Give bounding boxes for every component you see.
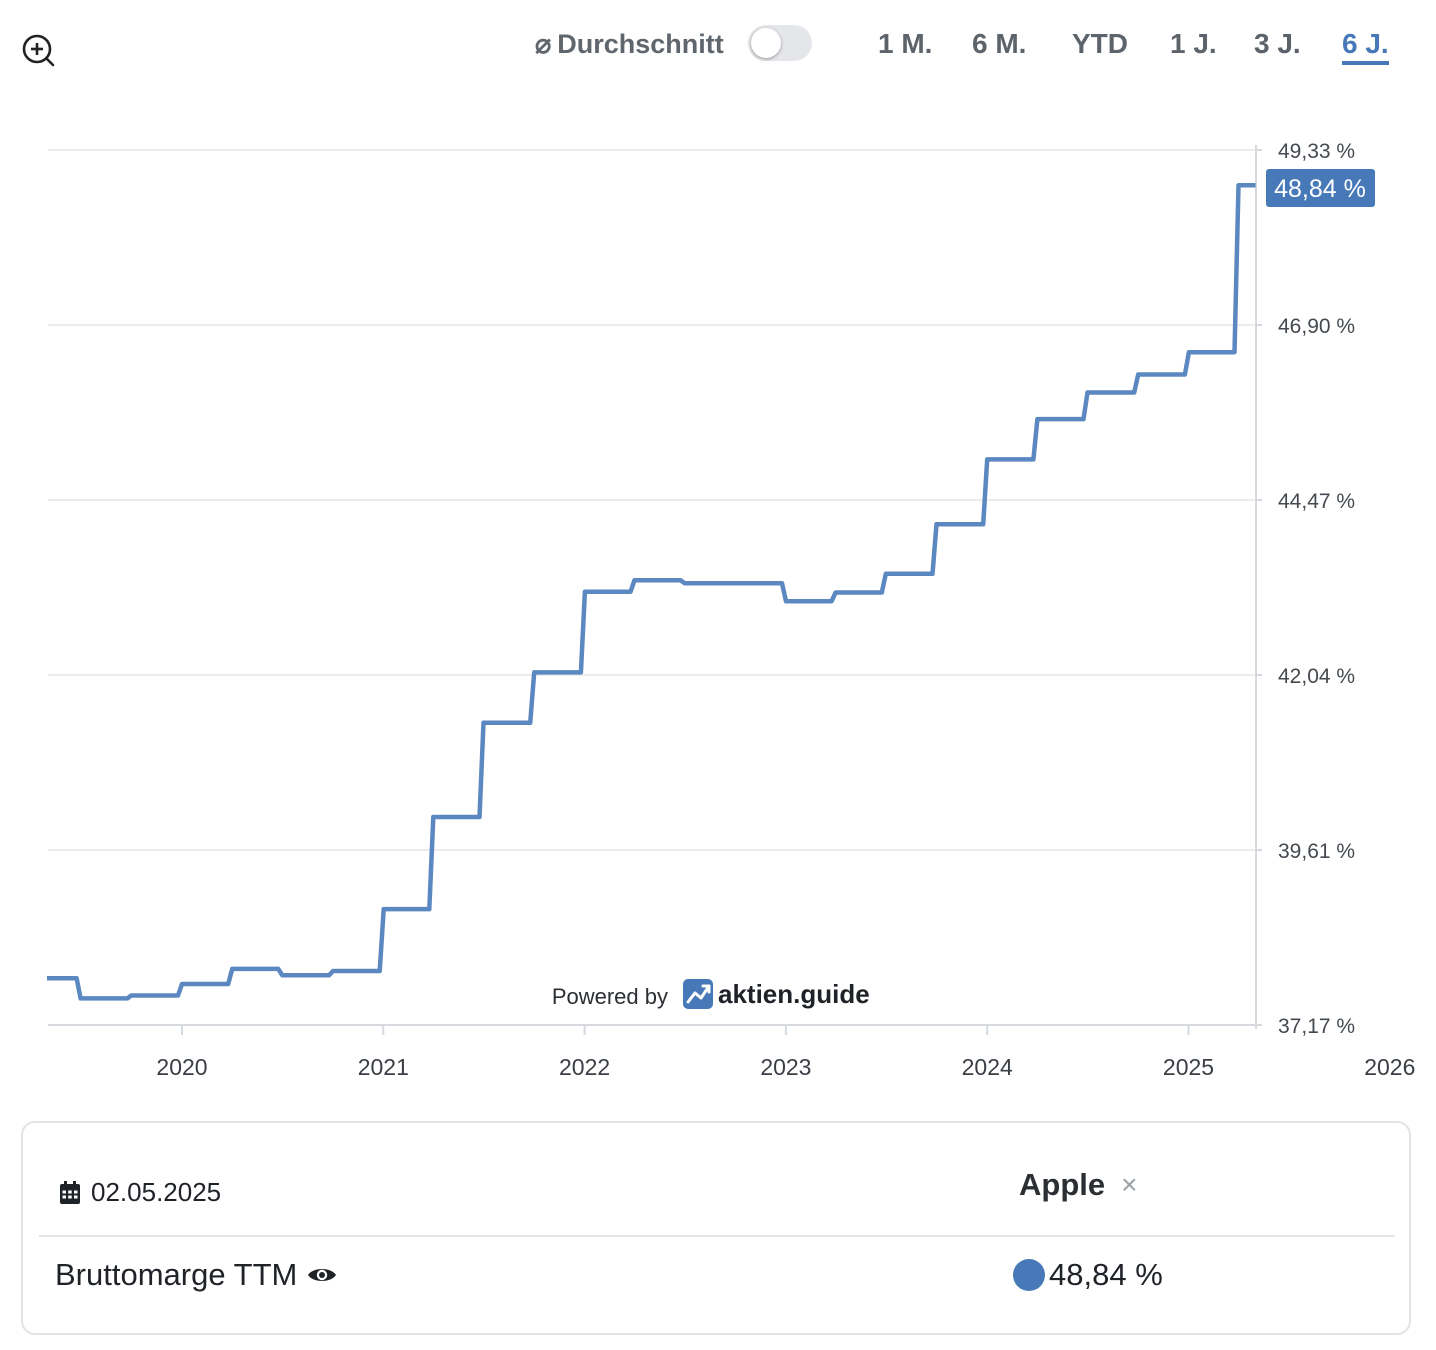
- series-layer: [47, 183, 1256, 1001]
- grid-lines: [48, 149, 1256, 851]
- x-tick-label: 2025: [1163, 1054, 1214, 1080]
- series-color-dot: [1013, 1259, 1045, 1291]
- tooltip-legend-card: 02.05.2025 Apple × Bruttomarge TTM 48,84…: [21, 1121, 1411, 1335]
- date-group: 02.05.2025: [59, 1177, 221, 1208]
- range-tab-6m[interactable]: 6 M.: [972, 28, 1027, 59]
- x-tick-label: 2024: [962, 1054, 1013, 1080]
- powered-by-text: Powered by: [552, 984, 668, 1009]
- chart-toolbar: ⌀ Durchschnitt 1 M. 6 M. YTD 1 J. 3 J. 6…: [0, 0, 1436, 100]
- x-tick-label: 2022: [559, 1054, 610, 1080]
- value-group: 48,84 %: [1013, 1257, 1163, 1293]
- eye-icon[interactable]: [307, 1264, 337, 1286]
- metric-name: Bruttomarge TTM: [55, 1257, 298, 1292]
- x-axis-ticks: 2020 2021 2022 2023 2024 2025 2026: [156, 1025, 1415, 1080]
- last-value-label: 48,84 %: [1274, 175, 1366, 203]
- remove-company-icon[interactable]: ×: [1121, 1169, 1138, 1200]
- average-toggle-label: ⌀ Durchschnitt: [535, 26, 724, 62]
- metric-group: Bruttomarge TTM: [55, 1257, 337, 1293]
- zoom-in-icon[interactable]: [20, 32, 56, 68]
- company-name: Apple: [1019, 1167, 1106, 1202]
- x-tick-label: 2021: [358, 1054, 409, 1080]
- average-toggle[interactable]: [748, 25, 812, 61]
- x-tick-label: 2026: [1364, 1054, 1415, 1080]
- toggle-knob: [751, 28, 781, 58]
- axes: [48, 145, 1257, 1029]
- y-tick-label: 44,47 %: [1278, 490, 1355, 513]
- y-tick-label: 49,33 %: [1278, 140, 1355, 163]
- metric-value: 48,84 %: [1049, 1257, 1163, 1292]
- average-symbol-icon: ⌀: [535, 28, 552, 59]
- x-tick-label: 2023: [760, 1054, 811, 1080]
- last-value-badge: 48,84 %: [1266, 169, 1375, 207]
- selected-date: 02.05.2025: [91, 1177, 222, 1207]
- range-tab-3y[interactable]: 3 J.: [1254, 28, 1301, 59]
- average-label: Durchschnitt: [557, 28, 724, 59]
- gross-margin-chart[interactable]: 49,33 % 46,90 % 44,47 % 42,04 % 39,61 % 37,17…: [0, 100, 1436, 1100]
- range-tab-1y[interactable]: 1 J.: [1170, 28, 1217, 59]
- y-tick-label: 46,90 %: [1278, 315, 1355, 338]
- y-tick-label: 42,04 %: [1278, 665, 1355, 688]
- company-group: Apple ×: [1019, 1167, 1137, 1203]
- card-header: 02.05.2025 Apple ×: [39, 1123, 1395, 1237]
- aktien-guide-logo-icon: [683, 979, 713, 1009]
- y-tick-label: 39,61 %: [1278, 840, 1355, 863]
- calendar-icon: [59, 1180, 81, 1205]
- range-tab-6y[interactable]: 6 J.: [1342, 28, 1389, 65]
- y-axis-ticks: 49,33 % 46,90 % 44,47 % 42,04 % 39,61 % 37,17…: [1256, 140, 1355, 1038]
- y-tick-label: 37,17 %: [1278, 1015, 1355, 1038]
- powered-by-watermark: Powered by aktien.guide: [552, 979, 870, 1009]
- range-tab-ytd[interactable]: YTD: [1072, 28, 1128, 59]
- x-tick-label: 2020: [156, 1054, 207, 1080]
- range-tab-1m[interactable]: 1 M.: [878, 28, 933, 59]
- series-line: [47, 183, 1256, 1001]
- brand-text: aktien.guide: [718, 979, 870, 1009]
